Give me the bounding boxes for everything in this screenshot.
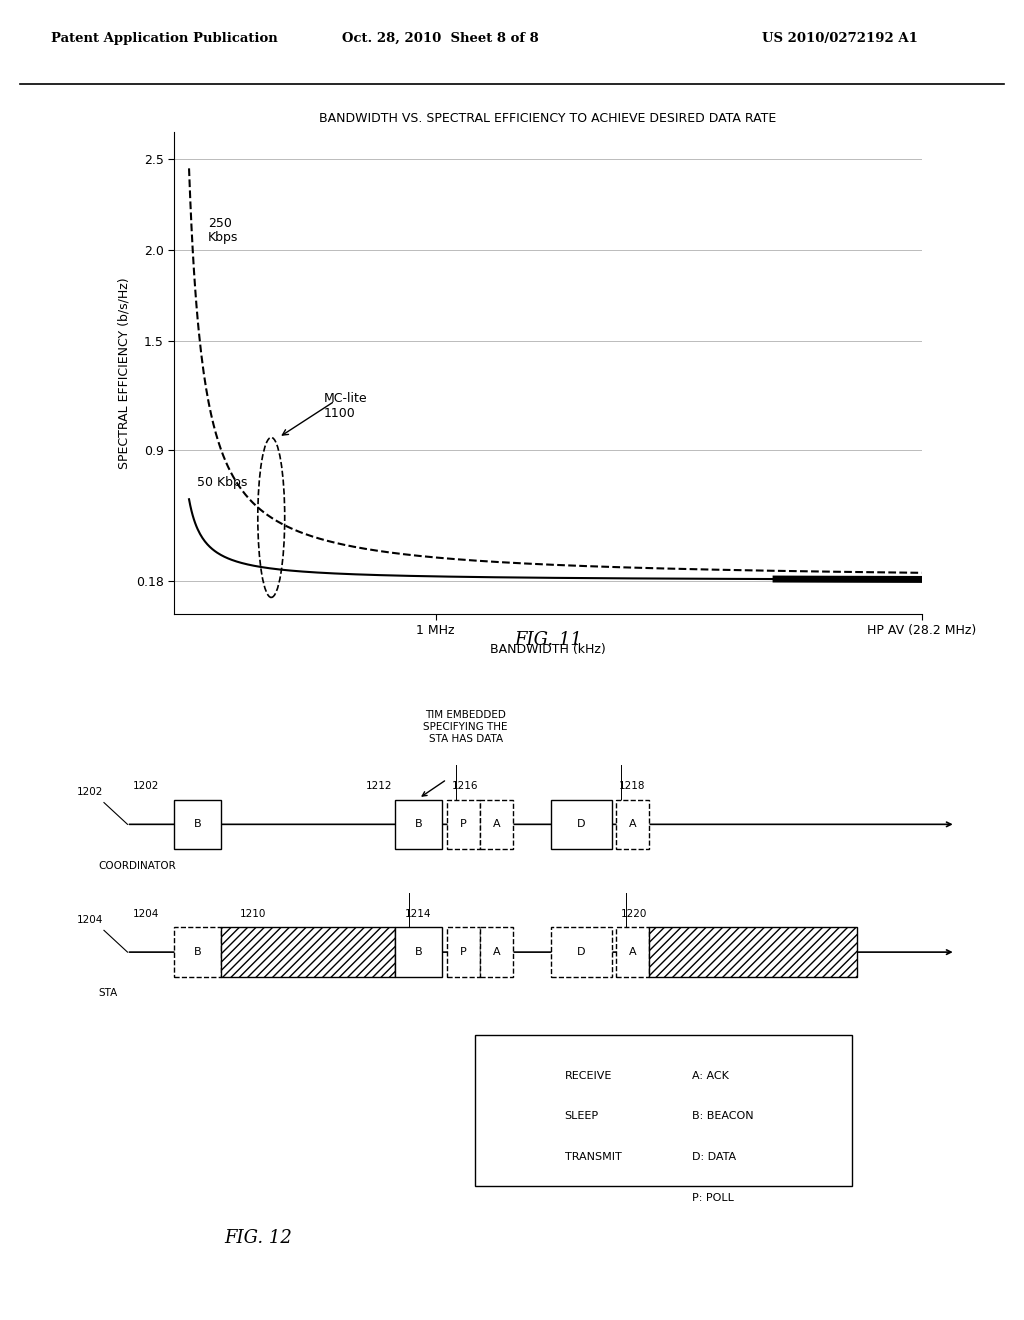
Text: 1220: 1220 — [622, 908, 647, 919]
Bar — [616, 800, 649, 849]
Text: P: P — [460, 948, 467, 957]
Text: 1204: 1204 — [133, 908, 160, 919]
Text: B: BEACON: B: BEACON — [692, 1111, 754, 1121]
Bar — [446, 928, 480, 977]
Bar — [551, 928, 611, 977]
Text: FIG. 11: FIG. 11 — [514, 631, 582, 649]
Text: 1210: 1210 — [240, 908, 266, 919]
Text: TIM EMBEDDED
SPECIFYING THE
STA HAS DATA: TIM EMBEDDED SPECIFYING THE STA HAS DATA — [424, 710, 508, 744]
Text: 1218: 1218 — [618, 781, 645, 791]
Y-axis label: SPECTRAL EFFICIENCY (b/s/Hz): SPECTRAL EFFICIENCY (b/s/Hz) — [117, 277, 130, 469]
Bar — [494, 1142, 551, 1171]
Bar — [174, 928, 221, 977]
Text: B: B — [415, 820, 423, 829]
Bar — [551, 800, 611, 849]
Bar — [616, 928, 649, 977]
Text: 1202: 1202 — [77, 787, 103, 797]
Text: RECEIVE: RECEIVE — [564, 1071, 612, 1081]
Bar — [480, 800, 513, 849]
Text: SLEEP: SLEEP — [564, 1111, 599, 1121]
Bar — [494, 1102, 551, 1131]
Bar — [395, 800, 442, 849]
Text: 1212: 1212 — [366, 781, 392, 791]
Text: MC-lite
1100: MC-lite 1100 — [324, 392, 368, 420]
Text: A: A — [493, 948, 500, 957]
Text: A: A — [493, 820, 500, 829]
Text: D: D — [577, 820, 586, 829]
Bar — [649, 928, 857, 977]
Text: 1214: 1214 — [404, 908, 431, 919]
Bar — [494, 1061, 551, 1090]
Text: 50 Kbps: 50 Kbps — [197, 477, 247, 490]
Bar — [395, 928, 442, 977]
Text: 1204: 1204 — [77, 915, 103, 924]
Text: D: DATA: D: DATA — [692, 1152, 736, 1162]
Text: B: B — [194, 948, 201, 957]
Text: COORDINATOR: COORDINATOR — [98, 861, 176, 871]
Text: TRANSMIT: TRANSMIT — [564, 1152, 622, 1162]
Text: P: POLL: P: POLL — [692, 1192, 733, 1203]
Text: 1202: 1202 — [133, 781, 160, 791]
Bar — [174, 800, 221, 849]
Title: BANDWIDTH VS. SPECTRAL EFFICIENCY TO ACHIEVE DESIRED DATA RATE: BANDWIDTH VS. SPECTRAL EFFICIENCY TO ACH… — [319, 112, 776, 125]
Bar — [475, 1035, 852, 1185]
Bar — [221, 928, 395, 977]
Text: STA: STA — [98, 989, 118, 998]
Bar — [446, 800, 480, 849]
Text: D: D — [577, 948, 586, 957]
Text: B: B — [415, 948, 423, 957]
X-axis label: BANDWIDTH (kHz): BANDWIDTH (kHz) — [489, 643, 606, 656]
Text: 1216: 1216 — [452, 781, 478, 791]
Bar — [480, 928, 513, 977]
Text: B: B — [194, 820, 201, 829]
Text: P: P — [460, 820, 467, 829]
Text: 250
Kbps: 250 Kbps — [208, 218, 239, 244]
Text: A: ACK: A: ACK — [692, 1071, 729, 1081]
Text: A: A — [629, 948, 637, 957]
Text: A: A — [629, 820, 637, 829]
Text: Patent Application Publication: Patent Application Publication — [51, 32, 278, 45]
Text: US 2010/0272192 A1: US 2010/0272192 A1 — [762, 32, 918, 45]
Text: Oct. 28, 2010  Sheet 8 of 8: Oct. 28, 2010 Sheet 8 of 8 — [342, 32, 539, 45]
Text: FIG. 12: FIG. 12 — [224, 1229, 293, 1247]
